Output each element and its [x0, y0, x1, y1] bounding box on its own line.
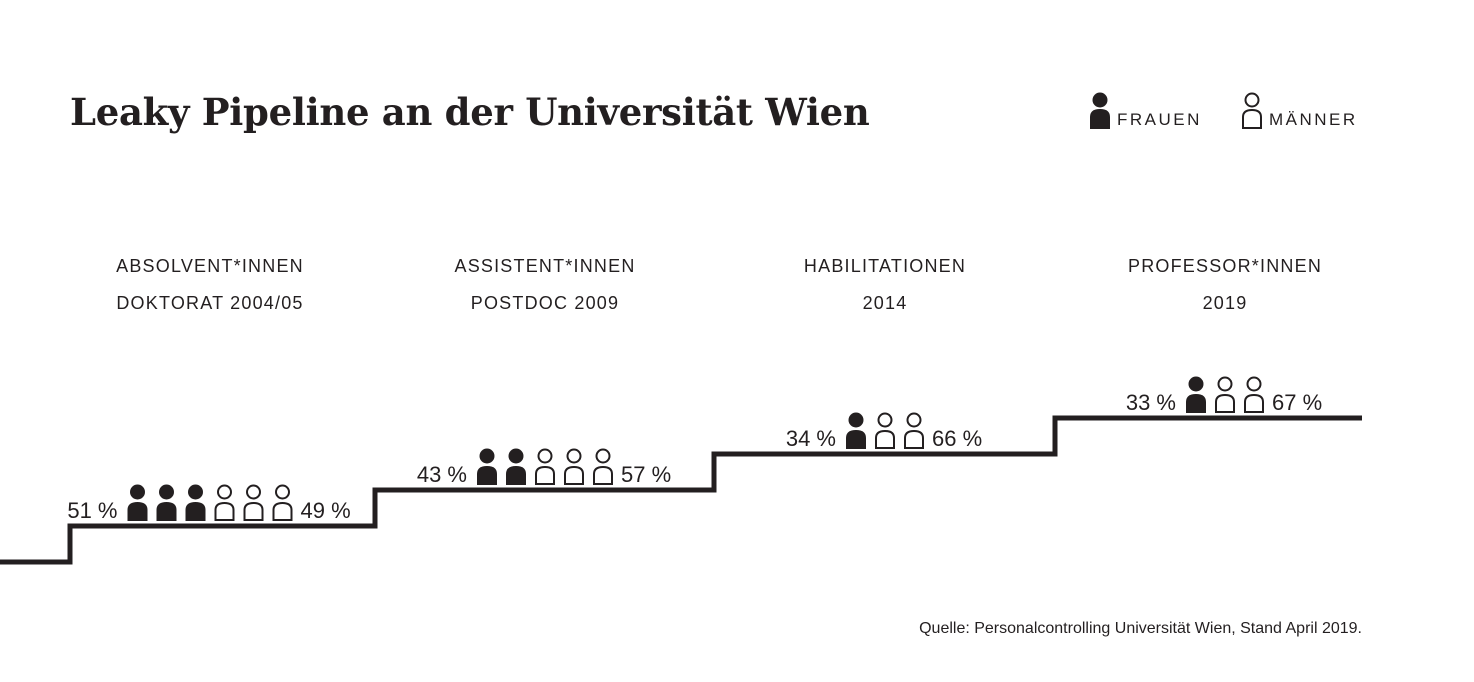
men-person-icon: [535, 448, 555, 485]
men-percent-label: 57 %: [621, 462, 671, 487]
women-person-icon: [506, 448, 526, 485]
men-person-icon: [875, 412, 895, 449]
stage-label-line2: 2019: [1202, 293, 1248, 313]
men-percent-label: 67 %: [1272, 390, 1322, 415]
stage-label: HABILITATIONEN 2014: [715, 248, 1055, 322]
men-person-icon: [272, 484, 293, 521]
women-person-icon: [1186, 376, 1206, 413]
women-percent-label: 51 %: [67, 498, 117, 523]
women-percent-label: 43 %: [417, 462, 467, 487]
stage-label-line1: ASSISTENT*INNEN: [454, 256, 636, 276]
outline-person-icon: [1242, 92, 1262, 129]
women-person-icon: [846, 412, 866, 449]
stage-label-line1: PROFESSOR*INNEN: [1127, 256, 1323, 276]
men-person-icon: [1215, 376, 1235, 413]
women-person-icon: [185, 484, 206, 521]
men-person-icon: [214, 484, 235, 521]
men-person-icon: [243, 484, 264, 521]
legend-label-men: MÄNNER: [1269, 110, 1358, 129]
women-percent-label: 34 %: [786, 426, 836, 451]
stage-label-line2: 2014: [862, 293, 908, 313]
legend-label-women: FRAUEN: [1117, 110, 1202, 129]
stage-label: PROFESSOR*INNEN 2019: [1055, 248, 1395, 322]
women-person-icon: [127, 484, 148, 521]
men-person-icon: [564, 448, 584, 485]
stage-label-line1: HABILITATIONEN: [803, 256, 967, 276]
source-note: Quelle: Personalcontrolling Universität …: [919, 620, 1362, 637]
men-person-icon: [1244, 376, 1264, 413]
stage-label: ASSISTENT*INNEN POSTDOC 2009: [375, 248, 715, 322]
pipeline-staircase-line: [0, 415, 1362, 565]
stage-label-line2: DOKTORAT 2004/05: [116, 293, 304, 313]
women-person-icon: [477, 448, 497, 485]
men-percent-label: 49 %: [301, 498, 351, 523]
women-person-icon: [156, 484, 177, 521]
stage-label: ABSOLVENT*INNEN DOKTORAT 2004/05: [40, 248, 380, 322]
women-percent-label: 33 %: [1126, 390, 1176, 415]
filled-person-icon: [1090, 92, 1110, 129]
men-person-icon: [593, 448, 613, 485]
chart-title: Leaky Pipeline an der Universität Wien: [70, 90, 870, 134]
men-person-icon: [904, 412, 924, 449]
men-percent-label: 66 %: [932, 426, 982, 451]
stage-label-line2: POSTDOC 2009: [470, 293, 620, 313]
stage-label-line1: ABSOLVENT*INNEN: [116, 256, 304, 276]
